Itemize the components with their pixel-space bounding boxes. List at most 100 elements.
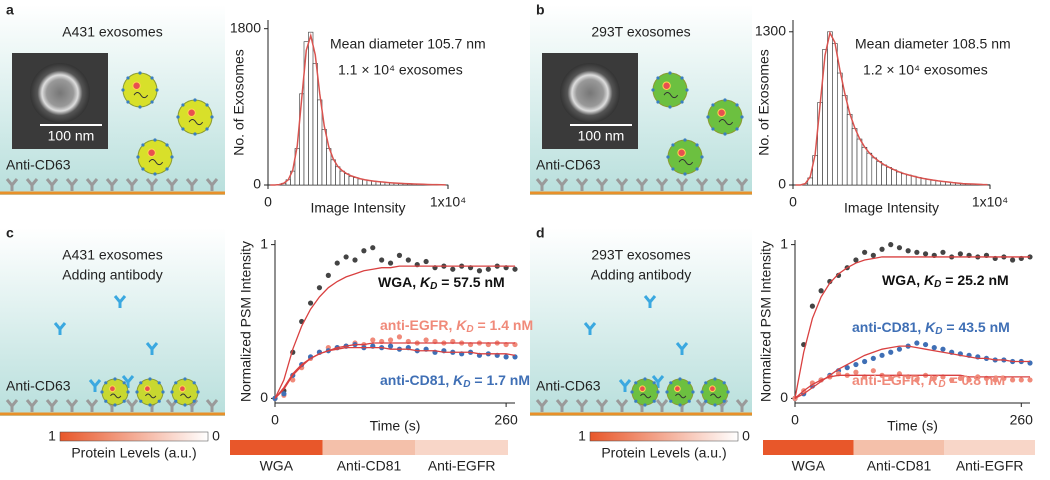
exosome-protein: [210, 115, 214, 119]
histogram-bar: [335, 166, 341, 186]
surface-label: Anti-CD63: [6, 157, 71, 173]
exosome-protein: [126, 390, 130, 394]
data-point: [862, 249, 868, 255]
panel-label: A431 exosomes: [62, 24, 162, 40]
exosome-protein: [153, 172, 157, 176]
exosome-protein: [669, 381, 673, 385]
data-point: [957, 375, 963, 381]
data-point: [888, 375, 894, 381]
exosome-protein: [157, 381, 161, 385]
antibody: [165, 178, 179, 191]
antibody: [555, 399, 569, 412]
x-axis-label: Time (s): [370, 418, 421, 434]
antibody: [675, 178, 689, 191]
exosome-protein: [671, 167, 675, 171]
exosome-protein: [704, 381, 708, 385]
exosome-protein: [634, 381, 638, 385]
panel-label: 293T exosomes: [591, 24, 690, 40]
antibody: [205, 178, 219, 191]
antibody: [45, 399, 59, 412]
y-tick-label: 1800: [230, 19, 261, 35]
exosome-protein: [704, 399, 708, 403]
exosome-protein: [634, 399, 638, 403]
antibody: [735, 399, 749, 412]
exosome-protein: [700, 155, 704, 159]
data-point: [896, 245, 903, 251]
histogram-bar: [905, 174, 912, 186]
data-point: [879, 246, 885, 252]
exosome-protein: [153, 138, 157, 142]
y-tick-label: 0: [778, 176, 786, 192]
data-point: [396, 334, 403, 340]
data-point: [870, 368, 876, 374]
data-point: [396, 252, 403, 258]
exosome-protein: [735, 127, 739, 131]
antibody: [735, 178, 749, 191]
antibody: [535, 399, 549, 412]
x-axis-label: Time (s): [887, 418, 938, 434]
exosome-core: [709, 385, 716, 393]
fit-curve: [794, 256, 1030, 399]
exosome-protein: [740, 115, 744, 119]
exosome-protein: [683, 172, 687, 176]
y-tick-label: 1: [780, 235, 788, 251]
exosome-rna: [145, 393, 157, 399]
antibody: [675, 342, 689, 355]
histogram-bar: [832, 43, 838, 186]
panel-label: Adding antibody: [62, 267, 162, 283]
exosome-core: [144, 385, 151, 393]
exosome-protein: [141, 167, 145, 171]
exosome-protein: [181, 127, 185, 131]
data-point: [818, 288, 824, 294]
fit-curve: [795, 30, 988, 186]
exosome-protein: [141, 143, 145, 147]
exosome-protein: [139, 381, 143, 385]
x-tick-label: 0: [789, 194, 797, 210]
level-bar: [763, 440, 854, 455]
exosome-rna: [133, 92, 149, 99]
level-bar: [853, 440, 945, 455]
antibody: [655, 178, 669, 191]
data-point: [931, 375, 937, 381]
exosome-protein: [722, 399, 726, 403]
histogram-bar: [881, 164, 887, 186]
level-label: Anti-EGFR: [428, 458, 496, 474]
level-bar: [415, 440, 508, 455]
exosome-protein: [122, 399, 126, 403]
data-point: [290, 377, 296, 383]
exosome-protein: [713, 377, 717, 381]
y-axis-label: Normalized PSM Intensity: [238, 241, 254, 402]
data-point: [914, 377, 920, 383]
data-point: [862, 358, 868, 365]
colorbar-label: Protein Levels (a.u.): [71, 445, 196, 461]
panel-label: A431 exosomes: [62, 247, 162, 263]
antibody: [615, 399, 629, 412]
exosome-protein: [193, 98, 197, 102]
data-point: [914, 340, 920, 346]
exosome-protein: [711, 103, 715, 107]
histogram-bar: [841, 95, 848, 186]
data-point: [512, 266, 518, 272]
exosome-protein: [165, 143, 169, 147]
exosome-rna: [675, 393, 687, 399]
data-point: [485, 266, 491, 272]
exosome-protein: [700, 390, 704, 394]
level-bar: [230, 440, 323, 455]
exosome-protein: [150, 76, 154, 80]
exosome-protein: [652, 399, 656, 403]
exosome-protein: [680, 100, 684, 104]
antibody: [85, 178, 99, 191]
data-point: [1027, 377, 1033, 383]
antibody: [113, 295, 127, 308]
exosome-protein: [165, 167, 169, 171]
exosome-protein: [192, 381, 196, 385]
exosome-protein: [157, 399, 161, 403]
data-point: [870, 252, 876, 258]
histogram-bar: [871, 157, 878, 186]
exosome-protein: [148, 403, 152, 407]
data-point: [870, 355, 876, 362]
colorbar: [59, 431, 209, 442]
exosome-protein: [656, 100, 660, 104]
exosome-core: [147, 148, 156, 157]
exosome-protein: [726, 390, 730, 394]
